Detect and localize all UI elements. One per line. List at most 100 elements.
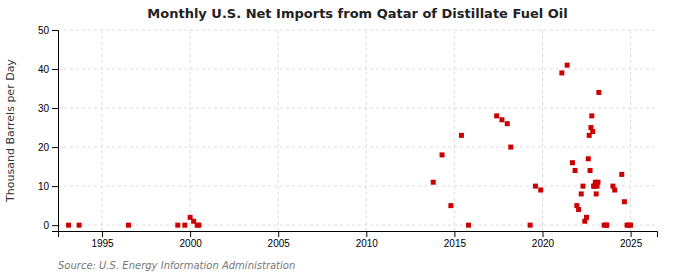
point — [595, 180, 600, 185]
y-axis-tick-label: 20 — [38, 142, 50, 153]
grid-line-y — [58, 108, 657, 109]
annotation: Source: U.S. Energy Information Administ… — [58, 260, 295, 271]
x-axis-tick: 2010 — [356, 231, 379, 249]
point — [448, 203, 453, 208]
point — [66, 223, 71, 228]
point — [538, 188, 543, 193]
point — [594, 191, 599, 196]
point — [590, 129, 595, 134]
point — [596, 90, 601, 95]
grid-line-x — [454, 30, 455, 231]
point — [505, 121, 510, 126]
x-axis-tick-mark — [454, 231, 455, 237]
point — [604, 223, 609, 228]
point — [588, 168, 593, 173]
point — [576, 207, 581, 212]
grid-line-y — [58, 147, 657, 148]
x-axis-tick: 2025 — [620, 231, 643, 249]
x-axis-tick-label: 2025 — [620, 238, 643, 249]
x-axis-line — [59, 232, 658, 238]
x-axis-tick-label: 2015 — [444, 238, 467, 249]
y-axis-label: Thousand Barrels per Day — [4, 59, 17, 203]
y-axis-tick-label: 50 — [38, 25, 50, 36]
x-axis-tick: 2000 — [180, 231, 203, 249]
grid-line-x — [278, 30, 279, 231]
point — [533, 184, 538, 189]
x-axis-tick: 2020 — [532, 231, 555, 249]
y-axis-tick: 0 — [43, 220, 58, 231]
x-axis-tick-label: 2000 — [180, 238, 203, 249]
x-axis-tick: 2005 — [268, 231, 291, 249]
point — [466, 223, 471, 228]
x-axis-tick-label: 2010 — [356, 238, 379, 249]
point — [126, 223, 131, 228]
point — [431, 180, 436, 185]
grid-line-y — [58, 186, 657, 187]
x-axis-tick-label: 2005 — [268, 238, 291, 249]
y-axis-tick-label: 40 — [38, 64, 50, 75]
point — [499, 117, 504, 122]
x-axis-tick-mark — [278, 231, 279, 237]
point — [182, 223, 187, 228]
point — [612, 188, 617, 193]
point — [628, 223, 633, 228]
point — [565, 63, 570, 68]
grid-line-x — [190, 30, 191, 231]
point — [579, 191, 584, 196]
point — [196, 223, 201, 228]
y-axis-tick-mark — [52, 30, 58, 31]
point — [619, 172, 624, 177]
point — [494, 113, 499, 118]
y-axis-tick: 20 — [38, 142, 58, 153]
point — [77, 223, 82, 228]
point — [508, 145, 513, 150]
point — [584, 215, 589, 220]
y-axis-tick-label: 30 — [38, 103, 50, 114]
point — [586, 156, 591, 161]
grid-line-x — [366, 30, 367, 231]
point — [603, 223, 608, 228]
grid-line-y — [58, 225, 657, 226]
x-axis-tick-mark — [190, 231, 191, 237]
y-axis-line — [52, 31, 59, 232]
x-axis-tick-mark — [366, 231, 367, 237]
y-axis-tick-label: 10 — [38, 181, 50, 192]
plot: 1995 2000 2005 2010 2015 2020 2025 0 10 20 30 40 50 — [38, 25, 658, 249]
y-axis-tick: 40 — [38, 64, 58, 75]
x-axis-tick-label: 2020 — [532, 238, 555, 249]
point — [528, 223, 533, 228]
y-axis-tick-mark — [52, 69, 58, 70]
grid-line-x — [102, 30, 103, 231]
point — [440, 152, 445, 157]
x-axis: 1995 2000 2005 2010 2015 2020 2025 — [59, 231, 658, 249]
point — [589, 113, 594, 118]
title: Monthly U.S. Net Imports from Qatar of D… — [147, 6, 567, 21]
point — [570, 160, 575, 165]
y-axis-tick: 10 — [38, 181, 58, 192]
y-axis-tick-mark — [52, 147, 58, 148]
point — [622, 199, 627, 204]
point — [175, 223, 180, 228]
y-axis: 0 10 20 30 40 50 — [38, 25, 59, 232]
grid-line-y — [58, 30, 657, 31]
grid-line-y — [58, 69, 657, 70]
y-axis-tick-label: 0 — [43, 220, 49, 231]
x-axis-tick-label: 1995 — [91, 238, 114, 249]
grid-line-x — [630, 30, 631, 231]
y-axis-tick: 30 — [38, 103, 58, 114]
y-axis-tick-mark — [52, 108, 58, 109]
x-axis-tick-mark — [542, 231, 543, 237]
chart: 1995 2000 2005 2010 2015 2020 2025 0 10 20 30 40 50 M… — [0, 0, 675, 275]
points — [66, 63, 633, 228]
x-axis-tick-mark — [102, 231, 103, 237]
point — [559, 70, 564, 75]
point — [459, 133, 464, 138]
x-axis-tick-mark — [631, 231, 632, 237]
y-axis-tick-mark — [52, 225, 58, 226]
point — [573, 168, 578, 173]
y-axis-tick-mark — [52, 186, 58, 187]
y-axis-tick: 50 — [38, 25, 58, 36]
x-axis-tick: 1995 — [91, 231, 114, 249]
point — [581, 184, 586, 189]
grid — [58, 30, 657, 231]
